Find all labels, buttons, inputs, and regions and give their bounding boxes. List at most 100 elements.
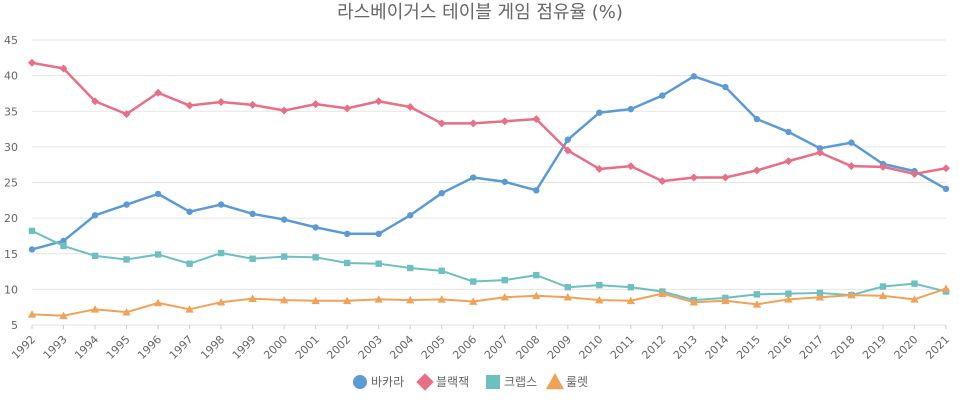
x-tick-label: 2012 bbox=[639, 333, 668, 362]
data-point bbox=[815, 148, 824, 157]
data-point bbox=[216, 298, 226, 306]
data-point bbox=[659, 92, 666, 99]
data-point bbox=[28, 227, 36, 235]
legend-marker bbox=[486, 375, 500, 389]
legend-marker bbox=[353, 375, 367, 389]
data-point bbox=[311, 296, 320, 305]
series-line bbox=[31, 287, 947, 317]
data-point bbox=[501, 276, 508, 284]
x-tick-label: 1995 bbox=[104, 333, 133, 362]
legend-item[interactable]: 블랙잭 bbox=[416, 373, 469, 391]
data-point bbox=[406, 295, 415, 304]
data-point bbox=[784, 295, 793, 303]
data-point bbox=[596, 109, 603, 116]
data-point bbox=[689, 298, 699, 306]
data-point bbox=[847, 162, 856, 171]
data-point bbox=[60, 242, 67, 250]
data-point bbox=[248, 294, 257, 302]
data-point bbox=[627, 105, 635, 113]
legend-item[interactable]: 룰렛 bbox=[545, 372, 588, 390]
legend[interactable]: 바카라 블랙잭 크랩스 룰렛 bbox=[353, 372, 588, 391]
data-point bbox=[848, 139, 855, 146]
data-point bbox=[910, 295, 919, 303]
data-point bbox=[60, 237, 67, 245]
data-point bbox=[59, 311, 68, 320]
x-tick-label: 2002 bbox=[324, 333, 353, 362]
y-tick-label: 45 bbox=[4, 34, 18, 47]
data-point bbox=[911, 280, 918, 287]
data-point bbox=[564, 136, 571, 143]
x-tick-label: 2020 bbox=[892, 333, 921, 362]
legend-label: 블랙잭 bbox=[436, 375, 469, 389]
legend-marker bbox=[416, 373, 434, 391]
data-point bbox=[816, 289, 824, 297]
data-point bbox=[501, 178, 508, 185]
series-layer bbox=[27, 58, 951, 320]
data-point bbox=[312, 254, 319, 261]
data-point bbox=[815, 293, 825, 301]
data-point bbox=[279, 295, 289, 304]
data-point bbox=[563, 146, 572, 155]
data-point bbox=[438, 189, 445, 197]
x-tick-label: 2015 bbox=[734, 333, 763, 362]
series-2 bbox=[28, 58, 950, 186]
data-point bbox=[689, 173, 698, 182]
x-axis: 1992 1993 1994 1995 1996 1997 1998 1999 2000 2001… bbox=[9, 325, 952, 362]
data-point bbox=[374, 97, 383, 106]
legend-item[interactable]: 바카라 bbox=[353, 375, 404, 389]
data-point bbox=[878, 291, 888, 300]
data-point bbox=[59, 64, 68, 73]
data-point bbox=[533, 187, 540, 194]
data-point bbox=[627, 284, 635, 291]
legend-item[interactable]: 크랩스 bbox=[486, 375, 537, 389]
data-point bbox=[27, 310, 37, 318]
data-point bbox=[407, 264, 414, 272]
x-tick-label: 2014 bbox=[703, 333, 732, 362]
x-tick-label: 2019 bbox=[860, 333, 889, 362]
x-tick-label: 1992 bbox=[9, 333, 38, 362]
data-point bbox=[123, 256, 130, 263]
data-point bbox=[154, 251, 162, 258]
data-point bbox=[752, 300, 762, 308]
data-point bbox=[248, 100, 257, 109]
data-point bbox=[942, 185, 950, 193]
data-point bbox=[500, 117, 509, 126]
data-point bbox=[122, 308, 131, 316]
data-point bbox=[185, 101, 194, 110]
data-point bbox=[753, 115, 761, 123]
data-point bbox=[533, 271, 540, 279]
x-tick-label: 2010 bbox=[576, 333, 605, 362]
chart-title: 라스베이거스 테이블 게임 점유율 (%) bbox=[337, 2, 623, 23]
data-point bbox=[721, 173, 730, 182]
data-point bbox=[123, 201, 130, 208]
data-point bbox=[437, 295, 446, 303]
y-tick-label: 5 bbox=[11, 319, 18, 332]
data-point bbox=[438, 267, 445, 275]
data-point bbox=[847, 290, 856, 299]
data-point bbox=[816, 145, 824, 152]
series-line bbox=[31, 230, 947, 302]
data-point bbox=[595, 295, 604, 304]
data-point bbox=[280, 216, 288, 223]
data-point bbox=[752, 166, 761, 175]
data-point bbox=[91, 252, 99, 260]
data-point bbox=[153, 298, 163, 307]
data-point bbox=[595, 164, 604, 173]
x-tick-label: 2005 bbox=[419, 333, 448, 362]
data-point bbox=[658, 177, 667, 186]
data-point bbox=[154, 190, 162, 198]
x-tick-label: 2006 bbox=[450, 333, 479, 362]
x-tick-label: 1998 bbox=[198, 333, 227, 362]
data-point bbox=[690, 73, 698, 80]
y-tick-label: 15 bbox=[4, 248, 18, 261]
x-tick-label: 2021 bbox=[923, 333, 952, 362]
x-tick-label: 2004 bbox=[387, 333, 416, 362]
data-point bbox=[280, 106, 289, 115]
x-tick-label: 2018 bbox=[829, 333, 858, 362]
data-point bbox=[532, 115, 541, 124]
y-tick-label: 25 bbox=[4, 177, 18, 190]
legend-label: 크랩스 bbox=[504, 375, 537, 389]
y-tick-label: 10 bbox=[4, 283, 18, 296]
data-point bbox=[28, 246, 36, 253]
